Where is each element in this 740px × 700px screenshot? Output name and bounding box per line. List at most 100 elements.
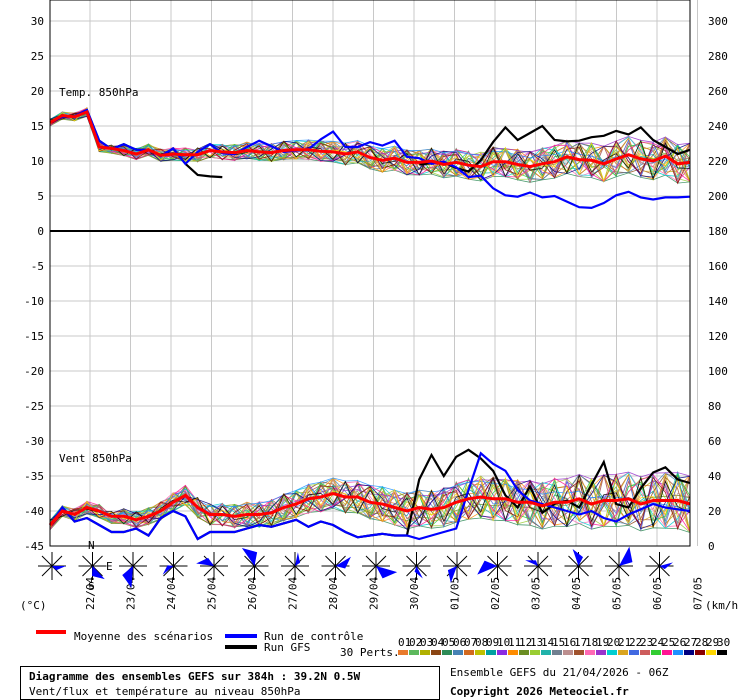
compass-south: S	[88, 580, 95, 593]
perts-count-label: 30 Perts.	[340, 646, 400, 659]
pert-legend-swatch	[475, 650, 485, 655]
x-tick-label: 25/04	[206, 577, 219, 610]
y-tick-right: 80	[708, 400, 721, 413]
x-tick-label: 05/05	[611, 577, 624, 610]
control-legend-label: Run de contrôle	[264, 630, 364, 643]
pert-legend-swatch	[629, 650, 639, 655]
pert-legend-swatch	[596, 650, 606, 655]
gfs-legend-swatch	[225, 645, 257, 649]
wind-rose-wedge	[196, 557, 214, 566]
pert-legend-number: 03	[420, 636, 433, 649]
pert-legend-number: 22	[629, 636, 642, 649]
pert-legend-number: 10	[497, 636, 510, 649]
pert-legend-swatch	[640, 650, 650, 655]
pert-legend-swatch	[673, 650, 683, 655]
y-tick-right: 140	[708, 295, 728, 308]
pert-legend-number: 06	[453, 636, 466, 649]
wind-rose-wedge	[92, 566, 105, 580]
x-tick-label: 23/04	[125, 577, 138, 610]
pert-legend-swatch	[497, 650, 507, 655]
pert-legend-swatch	[552, 650, 562, 655]
pert-legend-swatch	[618, 650, 628, 655]
x-tick-label: 27/04	[287, 577, 300, 610]
copyright-label: Copyright 2026 Meteociel.fr	[450, 685, 629, 698]
footer-title: Diagramme des ensembles GEFS sur 384h : …	[29, 670, 361, 683]
wind-rose-wedge	[619, 546, 633, 566]
plot-frame	[49, 0, 691, 547]
y-tick-right: 260	[708, 85, 728, 98]
temp-panel-label: Temp. 850hPa	[59, 86, 138, 99]
pert-legend-swatch	[695, 650, 705, 655]
ensemble-run-label: Ensemble GEFS du 21/04/2026 - 06Z	[450, 666, 669, 679]
y-tick-left: -30	[24, 435, 44, 448]
pert-legend-number: 23	[640, 636, 653, 649]
right-unit-label: (km/h)	[705, 599, 740, 612]
perturbation-line	[49, 476, 691, 532]
x-tick-label: 01/05	[449, 577, 462, 610]
x-tick-label: 04/05	[570, 577, 583, 610]
y-tick-left: -15	[24, 330, 44, 343]
y-tick-left: -25	[24, 400, 44, 413]
wind-rose-wedge	[376, 566, 398, 579]
y-tick-right: 120	[708, 330, 728, 343]
y-tick-left: -20	[24, 365, 44, 378]
wind-rose-wedge	[162, 565, 174, 575]
perturbation-line	[49, 477, 691, 526]
y-tick-right: 220	[708, 155, 728, 168]
y-tick-right: 160	[708, 260, 728, 273]
pert-legend-swatch	[684, 650, 694, 655]
x-tick-label: 28/04	[327, 577, 340, 610]
wind-rose-wedge	[414, 566, 423, 579]
perturbation-legend: 0102030405060708091011121314151617181920…	[398, 636, 730, 655]
perturbation-line	[49, 107, 691, 183]
pert-legend-number: 20	[607, 636, 620, 649]
y-tick-left: 0	[37, 225, 44, 238]
x-tick-label: 29/04	[368, 577, 381, 610]
pert-legend-number: 07	[464, 636, 477, 649]
y-tick-right: 20	[708, 505, 721, 518]
mean-legend-label: Moyenne des scénarios	[74, 630, 214, 643]
y-tick-left: -35	[24, 470, 44, 483]
wind-control-line	[49, 451, 691, 541]
wind-rose-wedge	[525, 560, 538, 566]
x-tick-label: 24/04	[165, 577, 178, 610]
perturbation-line	[49, 111, 691, 185]
pert-legend-number: 08	[475, 636, 488, 649]
wind-rose-wedge	[659, 562, 674, 570]
mean-legend-swatch	[36, 630, 66, 634]
x-tick-label: 06/05	[651, 577, 664, 610]
pert-legend-number: 21	[618, 636, 631, 649]
wind-rose-wedge	[572, 548, 584, 566]
y-tick-right: 180	[708, 225, 728, 238]
y-tick-left: 20	[31, 85, 44, 98]
pert-legend-number: 15	[552, 636, 565, 649]
y-tick-right: 280	[708, 50, 728, 63]
y-tick-right: 300	[708, 15, 728, 28]
pert-legend-number: 02	[409, 636, 422, 649]
pert-legend-number: 29	[706, 636, 719, 649]
pert-legend-swatch	[519, 650, 529, 655]
perturbation-line	[49, 473, 691, 533]
perturbation-line	[49, 473, 691, 531]
pert-legend-number: 14	[541, 636, 555, 649]
pert-legend-swatch	[464, 650, 474, 655]
pert-legend-number: 09	[486, 636, 499, 649]
wind-rose-wedge	[447, 566, 457, 583]
pert-legend-swatch	[585, 650, 595, 655]
wind-rose-wedge	[52, 566, 66, 571]
pert-legend-swatch	[662, 650, 672, 655]
x-tick-label: 03/05	[530, 577, 543, 610]
pert-legend-number: 17	[574, 636, 587, 649]
pert-legend-swatch	[431, 650, 441, 655]
pert-legend-swatch	[574, 650, 584, 655]
pert-legend-swatch	[706, 650, 716, 655]
pert-legend-swatch	[398, 650, 408, 655]
y-tick-right: 40	[708, 470, 721, 483]
pert-legend-number: 13	[530, 636, 543, 649]
y-tick-right: 60	[708, 435, 721, 448]
pert-legend-swatch	[717, 650, 727, 655]
control-legend-swatch	[225, 634, 257, 638]
wind-rose-wedge	[477, 560, 498, 575]
